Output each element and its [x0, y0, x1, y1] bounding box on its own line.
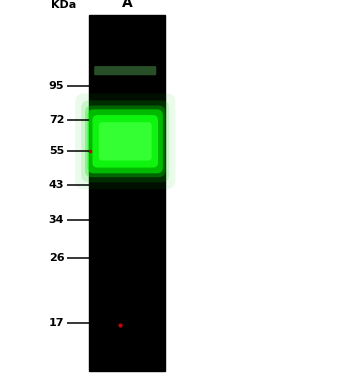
FancyBboxPatch shape [85, 105, 166, 177]
FancyBboxPatch shape [93, 115, 158, 168]
Text: 34: 34 [49, 215, 64, 225]
Text: 43: 43 [49, 180, 64, 190]
FancyBboxPatch shape [75, 93, 175, 189]
Text: 55: 55 [49, 146, 64, 156]
Bar [89, 15, 165, 371]
FancyBboxPatch shape [81, 100, 169, 182]
Text: 26: 26 [49, 253, 64, 263]
FancyBboxPatch shape [99, 122, 152, 160]
FancyBboxPatch shape [94, 66, 156, 75]
Text: KDa: KDa [51, 0, 76, 10]
Text: 95: 95 [49, 81, 64, 91]
Text: 17: 17 [49, 318, 64, 328]
Text: 72: 72 [49, 115, 64, 125]
Text: A: A [122, 0, 132, 10]
FancyBboxPatch shape [87, 109, 163, 173]
